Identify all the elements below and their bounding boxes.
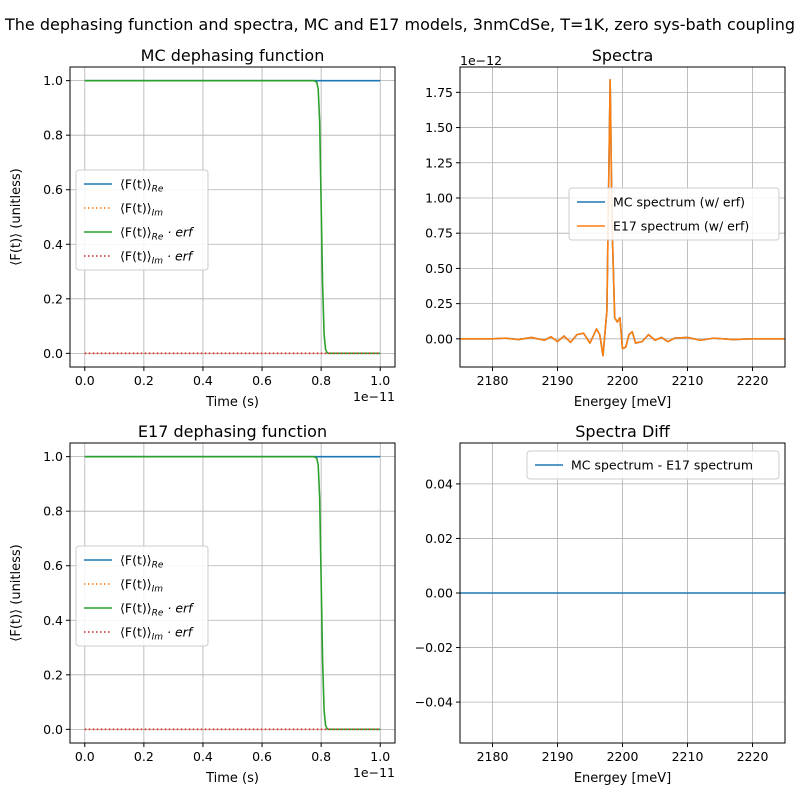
legend-entry-0: ⟨F(t)⟩Re	[120, 177, 164, 195]
y-tick-label: 0.25	[425, 296, 453, 311]
x-tick-label: 2220	[737, 749, 769, 764]
y-tick-label: 0.6	[43, 182, 63, 197]
y-tick-label: 0.4	[43, 237, 63, 252]
y-tick-label: 1.00	[425, 190, 453, 205]
y-tick-label: −0.02	[415, 640, 453, 655]
legend-frame	[75, 169, 209, 271]
y-tick-label: 0.00	[425, 331, 453, 346]
series-line-1	[460, 78, 785, 357]
legend-entry-0: MC spectrum (w/ erf)	[613, 195, 745, 210]
y-tick-label: 0.04	[425, 476, 453, 491]
y-tick-label: 0.8	[43, 128, 63, 143]
x-tick-label: 0.4	[193, 373, 213, 388]
legend: MC spectrum - E17 spectrum	[526, 450, 780, 480]
y-tick-label: 1.0	[43, 73, 63, 88]
legend-entry-3: ⟨F(t)⟩Im · erf	[120, 625, 194, 643]
y-axis-label: ⟨F(t)⟩ (unitless)	[9, 168, 24, 265]
x-tick-label: 2200	[607, 373, 639, 388]
legend-frame	[75, 545, 209, 647]
legend-entry-2: ⟨F(t)⟩Re · erf	[120, 601, 194, 619]
x-tick-label: 2190	[542, 373, 574, 388]
subplot-e17_dephasing: 0.0 0.2 0.4 0.6 0.8 1.0 0.0 0.2 0.4 0.6 0.8 1.0 E17 …	[9, 422, 396, 786]
x-tick-label: 0.6	[252, 749, 272, 764]
subplot-spectra_diff: 2180 2190 2200 2210 2220 −0.04 −0.02 0.00 0.02 0.…	[415, 422, 786, 786]
x-tick-label: 2200	[607, 749, 639, 764]
x-tick-label: 2210	[672, 373, 704, 388]
y-tick-label: 0.4	[43, 613, 63, 628]
legend: ⟨F(t)⟩Re ⟨F(t)⟩Im ⟨F(t)⟩Re · erf ⟨F(t)⟩Im ·…	[75, 545, 209, 647]
x-axis-label: Energey [meV]	[574, 395, 671, 410]
axes-frame	[69, 442, 396, 744]
legend-entry-1: E17 spectrum (w/ erf)	[613, 219, 749, 234]
legend-frame	[568, 187, 780, 241]
x-tick-label: 0.2	[134, 749, 154, 764]
x-tick-label: 0.0	[75, 749, 95, 764]
y-axis-label: ⟨F(t)⟩ (unitless)	[9, 544, 24, 641]
legend-entry-1: ⟨F(t)⟩Im	[120, 201, 163, 219]
y-tick-label: 0.0	[43, 722, 63, 737]
legend-entry-3: ⟨F(t)⟩Im · erf	[120, 249, 194, 267]
y-tick-label: 0.8	[43, 504, 63, 519]
axes-frame	[69, 66, 396, 368]
y-tick-label: 0.00	[425, 586, 453, 601]
x-axis-label: Time (s)	[205, 771, 259, 786]
legend-entry-0: ⟨F(t)⟩Re	[120, 553, 164, 571]
figure-suptitle: The dephasing function and spectra, MC a…	[4, 15, 795, 34]
x-tick-label: 2180	[477, 749, 509, 764]
subplot-title: Spectra Diff	[575, 422, 670, 441]
y-tick-label: 0.02	[425, 531, 453, 546]
legend: MC spectrum (w/ erf) E17 spectrum (w/ erf…	[568, 187, 780, 241]
x-tick-label: 0.2	[134, 373, 154, 388]
subplot-title: MC dephasing function	[141, 46, 325, 65]
x-tick-label: 0.8	[311, 749, 331, 764]
x-tick-label: 2180	[477, 373, 509, 388]
y-tick-label: −0.04	[415, 695, 453, 710]
plot-area	[84, 455, 381, 731]
y-tick-label: 0.2	[43, 291, 63, 306]
x-tick-label: 0.6	[252, 373, 272, 388]
subplot-title: Spectra	[592, 46, 654, 65]
x-offset-text: 1e−11	[353, 389, 395, 404]
y-tick-label: 0.2	[43, 667, 63, 682]
y-tick-label: 1.50	[425, 120, 453, 135]
series-line-2	[84, 79, 381, 355]
x-tick-label: 0.0	[75, 373, 95, 388]
subplot-mc_dephasing: 0.0 0.2 0.4 0.6 0.8 1.0 0.0 0.2 0.4 0.6 0.8 1.0 MC d…	[9, 46, 396, 410]
legend-entry-0: MC spectrum - E17 spectrum	[571, 458, 753, 473]
x-tick-label: 2190	[542, 749, 574, 764]
y-tick-label: 0.0	[43, 346, 63, 361]
y-tick-label: 1.0	[43, 449, 63, 464]
x-tick-label: 1.0	[370, 749, 390, 764]
x-tick-label: 0.8	[311, 373, 331, 388]
x-offset-text: 1e−11	[353, 765, 395, 780]
legend-entry-2: ⟨F(t)⟩Re · erf	[120, 225, 194, 243]
legend-entry-1: ⟨F(t)⟩Im	[120, 577, 163, 595]
series-line-2	[84, 455, 381, 731]
subplot-grid: 0.0 0.2 0.4 0.6 0.8 1.0 0.0 0.2 0.4 0.6 0.8 1.0 MC d…	[9, 46, 786, 786]
legend-frame	[526, 450, 780, 480]
legend: ⟨F(t)⟩Re ⟨F(t)⟩Im ⟨F(t)⟩Re · erf ⟨F(t)⟩Im ·…	[75, 169, 209, 271]
y-tick-label: 0.75	[425, 226, 453, 241]
x-axis-label: Energey [meV]	[574, 771, 671, 786]
plot-area	[460, 78, 785, 357]
plot-area	[84, 79, 381, 355]
x-tick-label: 1.0	[370, 373, 390, 388]
y-tick-label: 0.50	[425, 261, 453, 276]
y-offset-text: 1e−12	[460, 53, 502, 68]
x-tick-label: 2210	[672, 749, 704, 764]
x-tick-label: 2220	[737, 373, 769, 388]
y-tick-label: 0.6	[43, 558, 63, 573]
subplot-spectra: 2180 2190 2200 2210 2220 0.00 0.25 0.50 0.75 1.00…	[425, 46, 786, 410]
x-axis-label: Time (s)	[205, 395, 259, 410]
y-tick-label: 1.75	[425, 85, 453, 100]
y-tick-label: 1.25	[425, 155, 453, 170]
subplot-title: E17 dephasing function	[138, 422, 327, 441]
x-tick-label: 0.4	[193, 749, 213, 764]
